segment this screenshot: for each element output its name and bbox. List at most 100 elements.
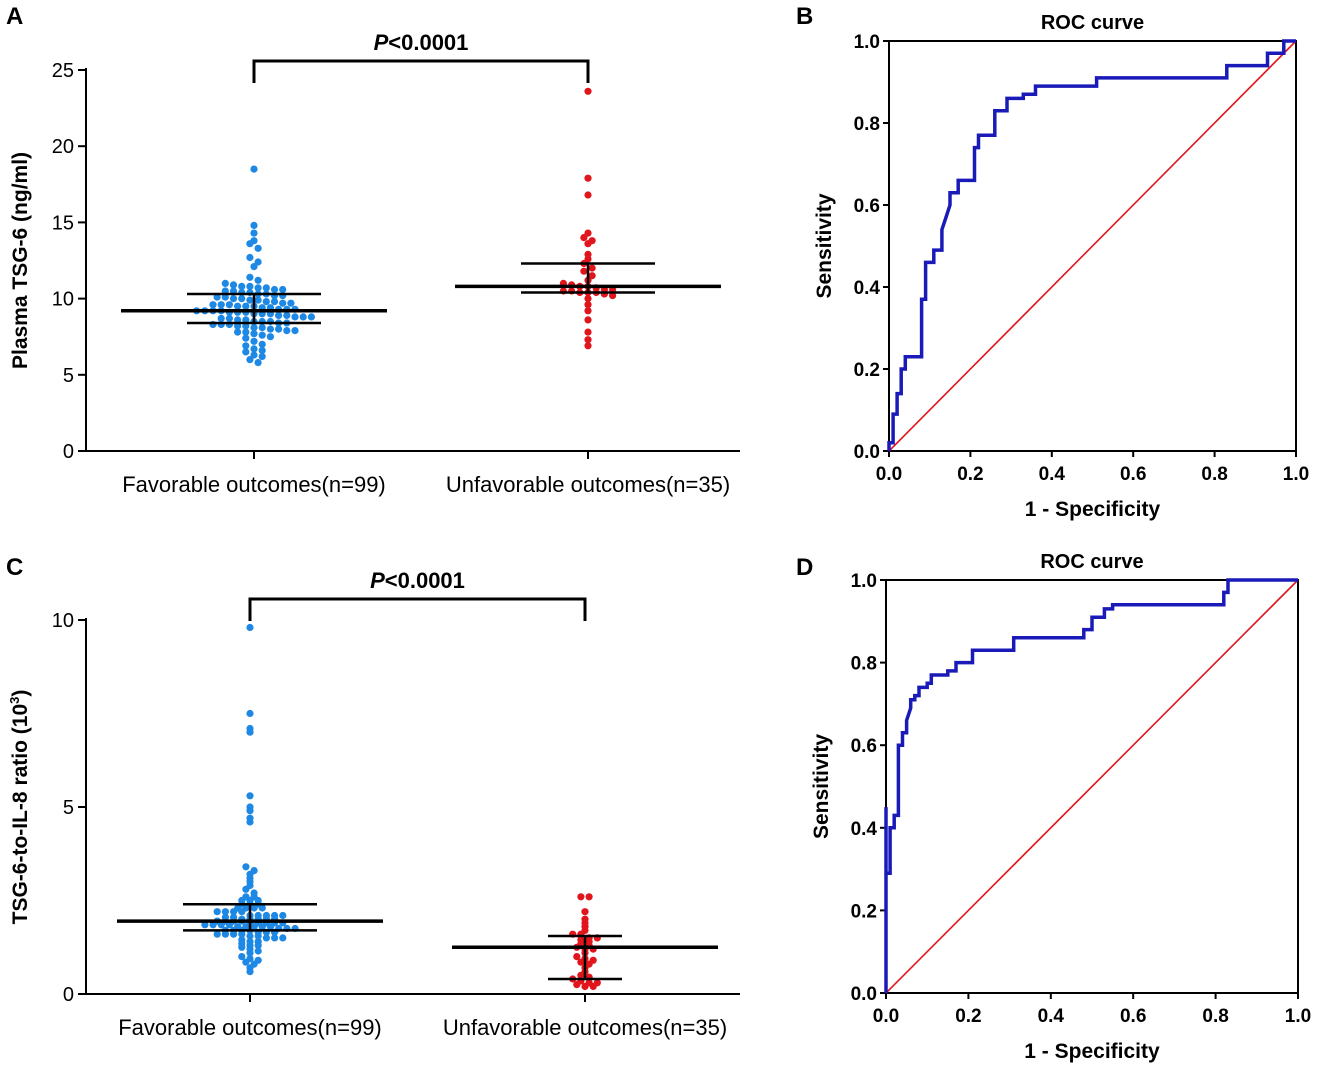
x-tick-label: 1.0 — [1283, 464, 1309, 485]
data-point — [573, 953, 581, 961]
y-tick-label: 5 — [63, 365, 74, 387]
data-point — [221, 908, 229, 916]
y-tick-label: 1.0 — [851, 571, 877, 592]
data-point — [254, 956, 262, 964]
y-axis-title: TSG-6-to-IL-8 ratio (103) — [7, 690, 32, 925]
data-point — [254, 296, 262, 304]
data-point — [250, 324, 258, 332]
data-point — [238, 295, 246, 303]
data-point — [585, 979, 593, 987]
x-category-label: Favorable outcomes(n=99) — [122, 472, 386, 497]
data-point — [279, 299, 287, 307]
significance-bracket — [252, 59, 590, 83]
data-point — [584, 295, 592, 303]
data-point — [258, 324, 266, 332]
y-tick-label: 0.0 — [854, 442, 880, 463]
data-point — [584, 229, 592, 237]
data-point — [271, 934, 279, 942]
roc-curve-line — [884, 578, 1298, 993]
data-point — [588, 237, 596, 245]
data-point — [225, 301, 233, 309]
data-point — [242, 302, 250, 310]
data-point — [246, 282, 254, 290]
data-point — [229, 295, 238, 303]
y-axis-title-text: TSG-6-to-IL-8 ratio (10 — [9, 704, 32, 925]
data-point — [250, 263, 258, 271]
data-point — [581, 915, 589, 923]
data-point — [283, 311, 291, 319]
data-point — [246, 356, 254, 364]
data-point — [246, 709, 254, 718]
data-point — [291, 313, 299, 321]
data-point — [250, 345, 258, 353]
p-value-symbol: P — [374, 30, 389, 55]
data-point — [584, 301, 592, 309]
x-tick-label: 0.2 — [957, 464, 983, 485]
data-point — [258, 346, 266, 354]
y-axis-title-end: ) — [9, 690, 32, 697]
y-tick-label: 1.0 — [854, 32, 880, 53]
p-value-text: <0.0001 — [388, 30, 468, 55]
p-value-symbol: P — [370, 568, 385, 593]
y-tick-label: 0.6 — [851, 736, 877, 757]
data-point — [588, 264, 596, 272]
y-tick-label: 5 — [63, 797, 74, 819]
data-point — [234, 328, 242, 336]
data-point — [234, 923, 242, 931]
data-point — [279, 934, 287, 942]
data-point — [242, 342, 250, 350]
data-point — [279, 911, 287, 920]
data-point — [254, 947, 262, 955]
significance-bracket — [248, 597, 587, 621]
data-point — [221, 279, 229, 287]
panel-letter-c: C — [6, 554, 23, 581]
data-point — [242, 334, 250, 342]
data-point — [246, 623, 254, 632]
panel-d-roc: ROC curve 0.0 0.2 0.4 0.6 0.8 1.0 0.0 0.2 0.4 0.6 0… — [810, 551, 1311, 1063]
data-point — [246, 273, 254, 281]
data-point — [250, 351, 258, 359]
x-tick-label: 0.4 — [1038, 1006, 1065, 1027]
data-point — [254, 258, 262, 266]
data-point — [246, 803, 254, 811]
reference-diagonal-line — [885, 579, 1299, 994]
data-point — [242, 348, 250, 356]
data-point — [299, 313, 307, 321]
y-tick-label: 15 — [52, 212, 74, 234]
chart-title: ROC curve — [1040, 551, 1143, 573]
data-point — [287, 299, 295, 307]
x-axis-title: 1 - Specificity — [1024, 1040, 1160, 1063]
x-tick-label: 1.0 — [1285, 1006, 1311, 1027]
data-point — [588, 272, 596, 280]
y-tick-label: 0 — [63, 984, 74, 1006]
plot-frame — [888, 40, 1297, 452]
chart-title: ROC curve — [1041, 12, 1144, 34]
data-point — [254, 284, 262, 292]
x-category-label: Favorable outcomes(n=99) — [118, 1015, 382, 1040]
data-point — [271, 911, 279, 920]
data-point — [262, 934, 270, 942]
y-tick-label: 0.4 — [851, 819, 878, 840]
data-point — [246, 954, 254, 963]
data-point — [283, 327, 291, 335]
data-point — [242, 893, 250, 901]
data-point — [213, 930, 221, 938]
y-tick-label: 0.8 — [854, 114, 880, 135]
y-tick-label: 10 — [52, 289, 74, 311]
significance-label: P<0.0001 — [374, 30, 469, 55]
data-point — [258, 340, 266, 348]
data-point — [577, 893, 585, 901]
data-point — [250, 165, 258, 173]
data-point — [217, 301, 225, 309]
data-point — [275, 325, 283, 333]
data-point — [238, 282, 246, 290]
data-point — [221, 913, 229, 921]
y-tick-label: 25 — [52, 60, 74, 82]
data-point — [580, 267, 588, 275]
data-point — [584, 342, 592, 350]
x-axis-title: 1 - Specificity — [1025, 498, 1161, 521]
data-point — [585, 893, 593, 901]
data-point — [254, 276, 262, 284]
data-point — [584, 191, 592, 199]
